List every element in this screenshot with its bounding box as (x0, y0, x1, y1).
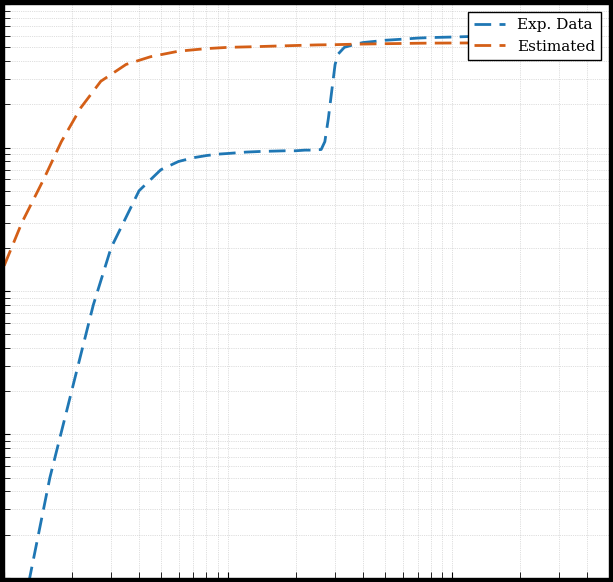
Estimated (58, 138, 65, 145)
Exp. Data (332, 61, 339, 68)
Estimated (97, 78, 104, 85)
Estimated (175, 48, 182, 55)
Exp. Data (335, 51, 342, 58)
Estimated (77, 104, 85, 111)
Estimated (516, 39, 524, 46)
Exp. Data (301, 147, 308, 154)
Exp. Data (359, 39, 367, 46)
Estimated (399, 40, 406, 47)
Estimated (147, 53, 154, 60)
Exp. Data (310, 147, 317, 154)
Exp. Data (449, 34, 456, 41)
Exp. Data (318, 146, 325, 153)
Exp. Data (325, 115, 332, 122)
Legend: Exp. Data, Estimated: Exp. Data, Estimated (468, 12, 601, 60)
Estimated (203, 45, 210, 52)
Exp. Data (605, 30, 612, 37)
Exp. Data (135, 187, 143, 194)
Estimated (40, 176, 47, 183)
Exp. Data (488, 33, 495, 40)
Estimated (346, 41, 354, 48)
Exp. Data (321, 138, 329, 145)
Estimated (584, 39, 591, 46)
Line: Estimated: Estimated (4, 42, 609, 266)
Exp. Data (414, 34, 421, 41)
Exp. Data (341, 44, 348, 51)
Exp. Data (107, 244, 115, 251)
Exp. Data (381, 37, 389, 44)
Exp. Data (516, 32, 524, 39)
Exp. Data (584, 31, 591, 38)
Exp. Data (427, 34, 434, 41)
Estimated (359, 41, 367, 48)
Exp. Data (270, 148, 278, 155)
Estimated (314, 41, 321, 48)
Exp. Data (89, 301, 97, 308)
Exp. Data (371, 38, 378, 45)
Estimated (250, 43, 257, 50)
Estimated (427, 40, 434, 47)
Exp. Data (466, 33, 474, 40)
Exp. Data (555, 31, 563, 38)
Exp. Data (175, 158, 182, 165)
Exp. Data (242, 148, 249, 155)
Estimated (292, 42, 299, 49)
Exp. Data (292, 147, 299, 154)
Exp. Data (157, 166, 164, 173)
Exp. Data (257, 148, 265, 155)
Exp. Data (215, 151, 222, 158)
Estimated (381, 40, 389, 47)
Line: Exp. Data: Exp. Data (4, 34, 609, 582)
Exp. Data (224, 150, 232, 157)
Estimated (270, 42, 278, 49)
Estimated (488, 40, 495, 47)
Exp. Data (190, 154, 197, 161)
Exp. Data (68, 388, 75, 395)
Estimated (224, 44, 232, 51)
Exp. Data (282, 147, 289, 154)
Exp. Data (399, 36, 406, 42)
Exp. Data (203, 152, 210, 159)
Estimated (123, 61, 130, 68)
Exp. Data (328, 87, 335, 94)
Estimated (605, 39, 612, 46)
Estimated (1, 262, 8, 269)
Estimated (414, 40, 421, 47)
Estimated (555, 39, 563, 46)
Exp. Data (26, 574, 33, 581)
Estimated (18, 219, 26, 226)
Estimated (449, 40, 456, 47)
Estimated (332, 41, 339, 48)
Exp. Data (46, 474, 53, 481)
Exp. Data (349, 41, 357, 48)
